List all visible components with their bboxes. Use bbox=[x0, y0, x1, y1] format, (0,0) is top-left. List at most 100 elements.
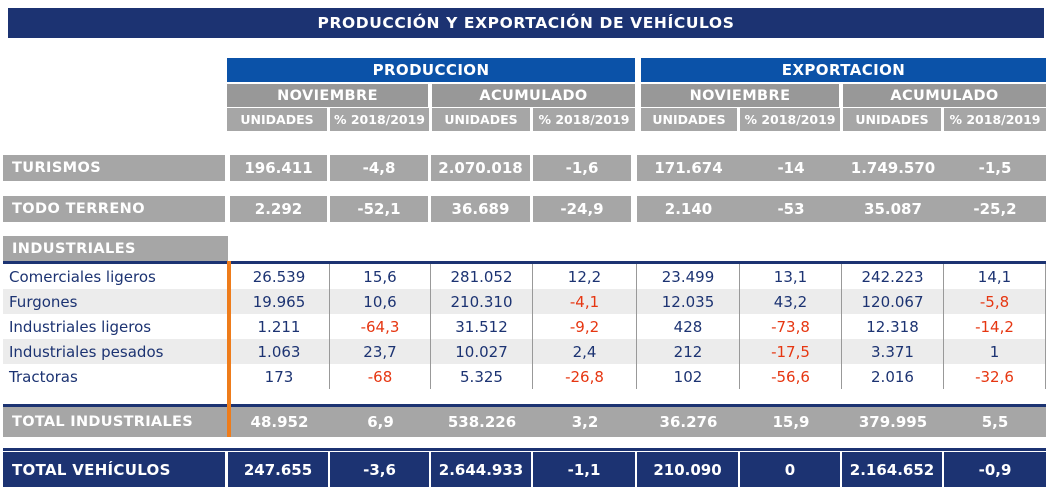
row-total-vehiculos: TOTAL VEHÍCULOS 247.655 -3,6 2.644.933 -1,1… bbox=[3, 452, 1046, 487]
row-values-industriales-pesados: 1.063 23,7 10.027 2,4 212 -17,5 3.371 1 bbox=[229, 339, 1046, 364]
value-cell: 1 bbox=[944, 339, 1046, 364]
page-title: PRODUCCIÓN Y EXPORTACIÓN DE VEHÍCULOS bbox=[8, 8, 1044, 38]
value-cell: -73,8 bbox=[740, 314, 842, 339]
value-cell: 12.035 bbox=[637, 289, 740, 314]
value-cell: % 2018/2019 bbox=[740, 108, 843, 131]
row-label-turismos: TURISMOS bbox=[3, 155, 225, 181]
value-cell: 1.749.570 bbox=[842, 155, 944, 181]
value-cell: -68 bbox=[330, 364, 431, 389]
value-cell: UNIDADES bbox=[641, 108, 740, 131]
header-noviembre-produccion: NOVIEMBRE bbox=[227, 84, 432, 107]
header-acumulado-produccion: ACUMULADO bbox=[432, 84, 635, 107]
value-cell: 36.689 bbox=[431, 196, 533, 222]
header-exportacion: EXPORTACION bbox=[641, 58, 1046, 82]
value-cell: 6,9 bbox=[367, 413, 394, 431]
row-values-tractoras: 173 -68 5.325 -26,8 102 -56,6 2.016 -32,6 bbox=[229, 364, 1046, 389]
row-label-industriales-pesados: Industriales pesados bbox=[9, 342, 164, 361]
header-noviembre-exportacion: NOVIEMBRE bbox=[641, 84, 843, 107]
value-cell: 35.087 bbox=[842, 196, 944, 222]
value-cell: 120.067 bbox=[842, 289, 944, 314]
value-cell: -64,3 bbox=[330, 314, 431, 339]
value-cell: 538.226 bbox=[447, 413, 517, 431]
value-cell: 210.090 bbox=[637, 452, 740, 487]
value-cell: 0 bbox=[740, 452, 842, 487]
value-cell: -5,8 bbox=[944, 289, 1046, 314]
value-cell: 2.016 bbox=[842, 364, 944, 389]
value-cell: 379.995 bbox=[858, 413, 928, 431]
value-cell: -17,5 bbox=[740, 339, 842, 364]
value-cell: 171.674 bbox=[637, 155, 740, 181]
value-cell: 210.310 bbox=[431, 289, 533, 314]
row-comerciales-ligeros: Comerciales ligeros 26.539 15,6 281.052 12,… bbox=[3, 264, 1046, 289]
value-cell: -24,9 bbox=[533, 196, 637, 222]
value-cell: -14,2 bbox=[944, 314, 1046, 339]
value-cell: % 2018/2019 bbox=[533, 108, 635, 131]
header-produccion: PRODUCCION bbox=[227, 58, 635, 82]
value-cell: % 2018/2019 bbox=[330, 108, 432, 131]
value-cell: -56,6 bbox=[740, 364, 842, 389]
value-cell: 43,2 bbox=[740, 289, 842, 314]
header-measures-row: UNIDADES% 2018/2019 UNIDADES% 2018/2019 UN… bbox=[227, 108, 1046, 131]
value-cell: % 2018/2019 bbox=[944, 108, 1046, 131]
row-values-furgones: 19.965 10,6 210.310 -4,1 12.035 43,2 120.067 -5… bbox=[229, 289, 1046, 314]
value-cell: -4,8 bbox=[330, 155, 431, 181]
row-label-total-vehiculos: TOTAL VEHÍCULOS bbox=[3, 452, 228, 487]
value-cell: 12.318 bbox=[842, 314, 944, 339]
value-cell: UNIDADES bbox=[843, 108, 944, 131]
header-acumulado-exportacion: ACUMULADO bbox=[843, 84, 1046, 107]
value-cell: 2.164.652 bbox=[842, 452, 944, 487]
value-cell: -3,6 bbox=[330, 452, 431, 487]
value-cell: 2.292 bbox=[230, 196, 330, 222]
value-cell: 31.512 bbox=[431, 314, 533, 339]
value-cell: -25,2 bbox=[944, 196, 1046, 222]
value-cell: 3,2 bbox=[571, 413, 599, 431]
value-cell: 23,7 bbox=[330, 339, 431, 364]
value-cell: -4,1 bbox=[533, 289, 637, 314]
row-turismos: TURISMOS 196.411 -4,8 2.070.018 -1,6 171.674… bbox=[0, 155, 1050, 181]
value-cell: 10.027 bbox=[431, 339, 533, 364]
row-values-turismos: 196.411 -4,8 2.070.018 -1,6 171.674 -14 1.749.… bbox=[230, 155, 1046, 181]
divider-line-total-vehiculos bbox=[3, 448, 1046, 451]
value-cell: UNIDADES bbox=[432, 108, 533, 131]
value-cell: 26.539 bbox=[229, 264, 330, 289]
row-values-comerciales-ligeros: 26.539 15,6 281.052 12,2 23.499 13,1 242.223 14… bbox=[229, 264, 1046, 289]
row-label-furgones: Furgones bbox=[9, 292, 78, 311]
value-cell: -14 bbox=[740, 155, 842, 181]
value-cell: 15,6 bbox=[330, 264, 431, 289]
divider-line-top bbox=[3, 261, 1046, 264]
section-header-industriales: INDUSTRIALES bbox=[3, 236, 228, 261]
row-label-total-industriales: TOTAL INDUSTRIALES bbox=[12, 414, 193, 430]
value-cell: -1,5 bbox=[944, 155, 1046, 181]
value-cell: 12,2 bbox=[533, 264, 637, 289]
value-cell: 19.965 bbox=[229, 289, 330, 314]
row-values-total-industriales: 48.952 6,9 538.226 3,2 36.276 15,9 379.995 5,5 bbox=[229, 407, 1046, 437]
row-label-todo-terreno: TODO TERRENO bbox=[3, 196, 225, 222]
value-cell: 14,1 bbox=[944, 264, 1046, 289]
row-todo-terreno: TODO TERRENO 2.292 -52,1 36.689 -24,9 2.140-… bbox=[0, 196, 1050, 222]
row-furgones: Furgones 19.965 10,6 210.310 -4,1 12.035 43,2… bbox=[3, 289, 1046, 314]
value-cell: 196.411 bbox=[230, 155, 330, 181]
value-cell: 281.052 bbox=[431, 264, 533, 289]
value-cell: -32,6 bbox=[944, 364, 1046, 389]
row-values-total-vehiculos: 247.655 -3,6 2.644.933 -1,1 210.090 0 2.164.65… bbox=[228, 452, 1046, 487]
row-label-industriales-ligeros: Industriales ligeros bbox=[9, 317, 152, 336]
value-cell: 428 bbox=[637, 314, 740, 339]
value-cell: -52,1 bbox=[330, 196, 431, 222]
value-cell: 2.140 bbox=[637, 196, 740, 222]
value-cell: -53 bbox=[740, 196, 842, 222]
value-cell: 5,5 bbox=[981, 413, 1009, 431]
value-cell: 2,4 bbox=[533, 339, 637, 364]
value-cell: 1.063 bbox=[229, 339, 330, 364]
value-cell: -9,2 bbox=[533, 314, 637, 339]
row-label-comerciales-ligeros: Comerciales ligeros bbox=[9, 267, 156, 286]
row-industriales-pesados: Industriales pesados 1.063 23,7 10.027 2,4 2… bbox=[3, 339, 1046, 364]
orange-accent-line bbox=[227, 261, 231, 437]
value-cell: 5.325 bbox=[431, 364, 533, 389]
row-tractoras: Tractoras 173 -68 5.325 -26,8 102 -56,6 2.016-… bbox=[3, 364, 1046, 389]
value-cell: 2.070.018 bbox=[431, 155, 533, 181]
value-cell: -0,9 bbox=[978, 460, 1012, 479]
value-cell: 212 bbox=[637, 339, 740, 364]
header-period-row: NOVIEMBRE ACUMULADO NOVIEMBRE ACUMULADO bbox=[227, 84, 1046, 107]
value-cell: 10,6 bbox=[330, 289, 431, 314]
